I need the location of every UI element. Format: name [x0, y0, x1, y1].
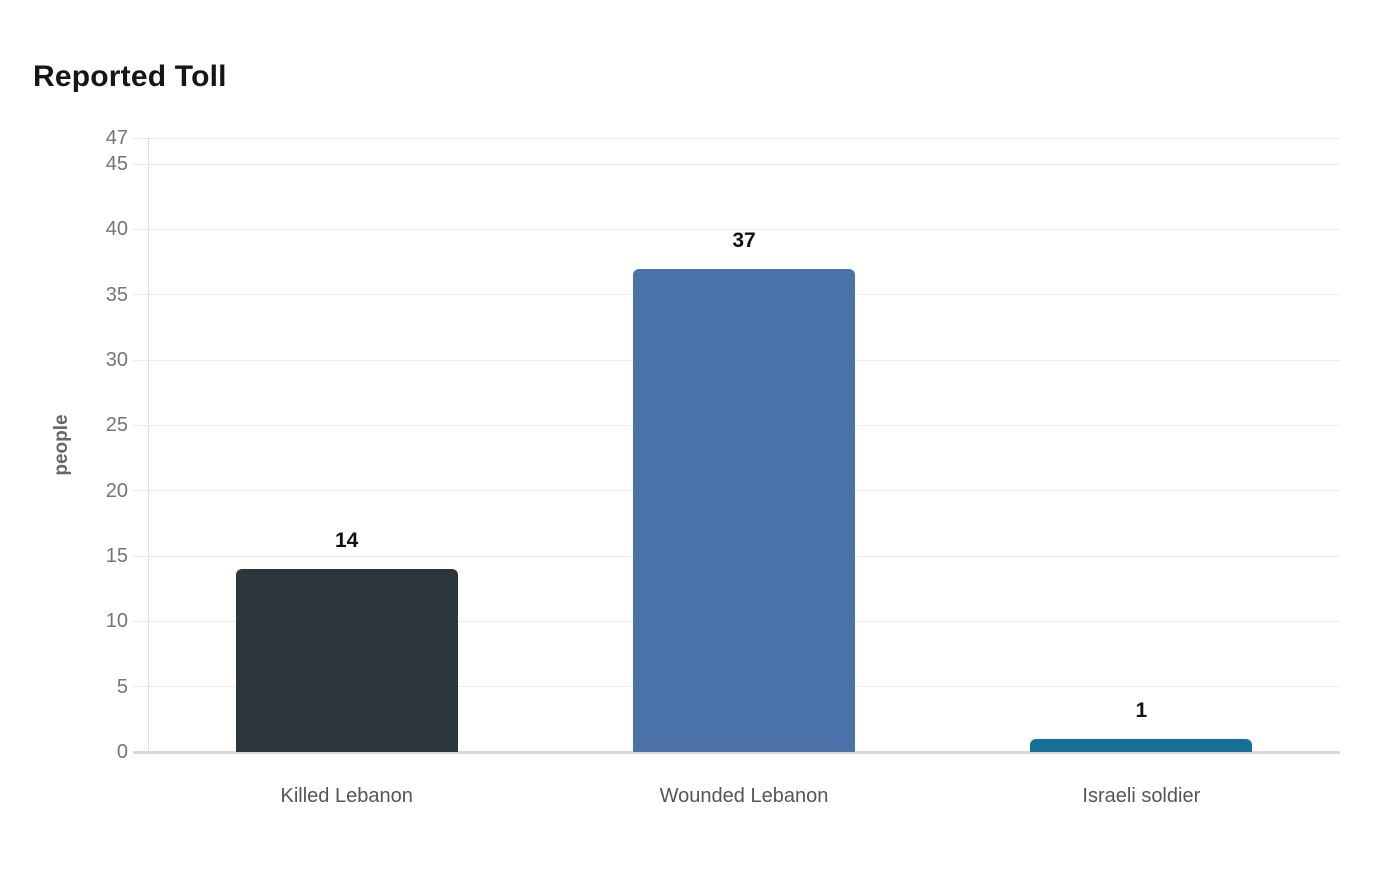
- x-axis-baseline: [133, 751, 1340, 754]
- y-tick-label-20: 20: [105, 479, 128, 502]
- bar-israeli-soldier: [1030, 738, 1253, 752]
- x-category-label-wounded-lebanon: Wounded Lebanon: [659, 785, 829, 807]
- x-category-label-israeli-soldier: Israeli soldier: [1082, 785, 1201, 807]
- y-axis-line: [148, 138, 149, 752]
- y-tick-label-45: 45: [105, 153, 128, 176]
- y-tick-label-15: 15: [105, 545, 128, 568]
- y-tick-label-35: 35: [105, 283, 128, 306]
- gridline: [133, 137, 1340, 139]
- bars: 14 37 1: [148, 138, 1340, 752]
- value-label-israeli-soldier: 1: [1135, 698, 1148, 722]
- gridline: [133, 163, 1340, 165]
- gridline: [133, 228, 1340, 230]
- x-category-label-killed-lebanon: Killed Lebanon: [280, 785, 413, 807]
- chart-title: Reported Toll: [33, 60, 227, 93]
- y-tick-label-47: 47: [105, 127, 128, 149]
- y-tick-label-30: 30: [105, 349, 128, 372]
- y-tick-label-25: 25: [105, 414, 128, 437]
- y-tick-label-5: 5: [116, 675, 128, 698]
- bar-killed-lebanon: [235, 569, 458, 752]
- y-tick-label-0: 0: [116, 741, 128, 763]
- value-label-wounded-lebanon: 37: [732, 228, 756, 252]
- y-tick-label-10: 10: [105, 610, 128, 633]
- plot-area: 14 37 1: [133, 137, 1340, 754]
- value-label-killed-lebanon: 14: [334, 529, 359, 553]
- bar-wounded-lebanon: [633, 268, 855, 752]
- y-tick-label-40: 40: [105, 218, 128, 241]
